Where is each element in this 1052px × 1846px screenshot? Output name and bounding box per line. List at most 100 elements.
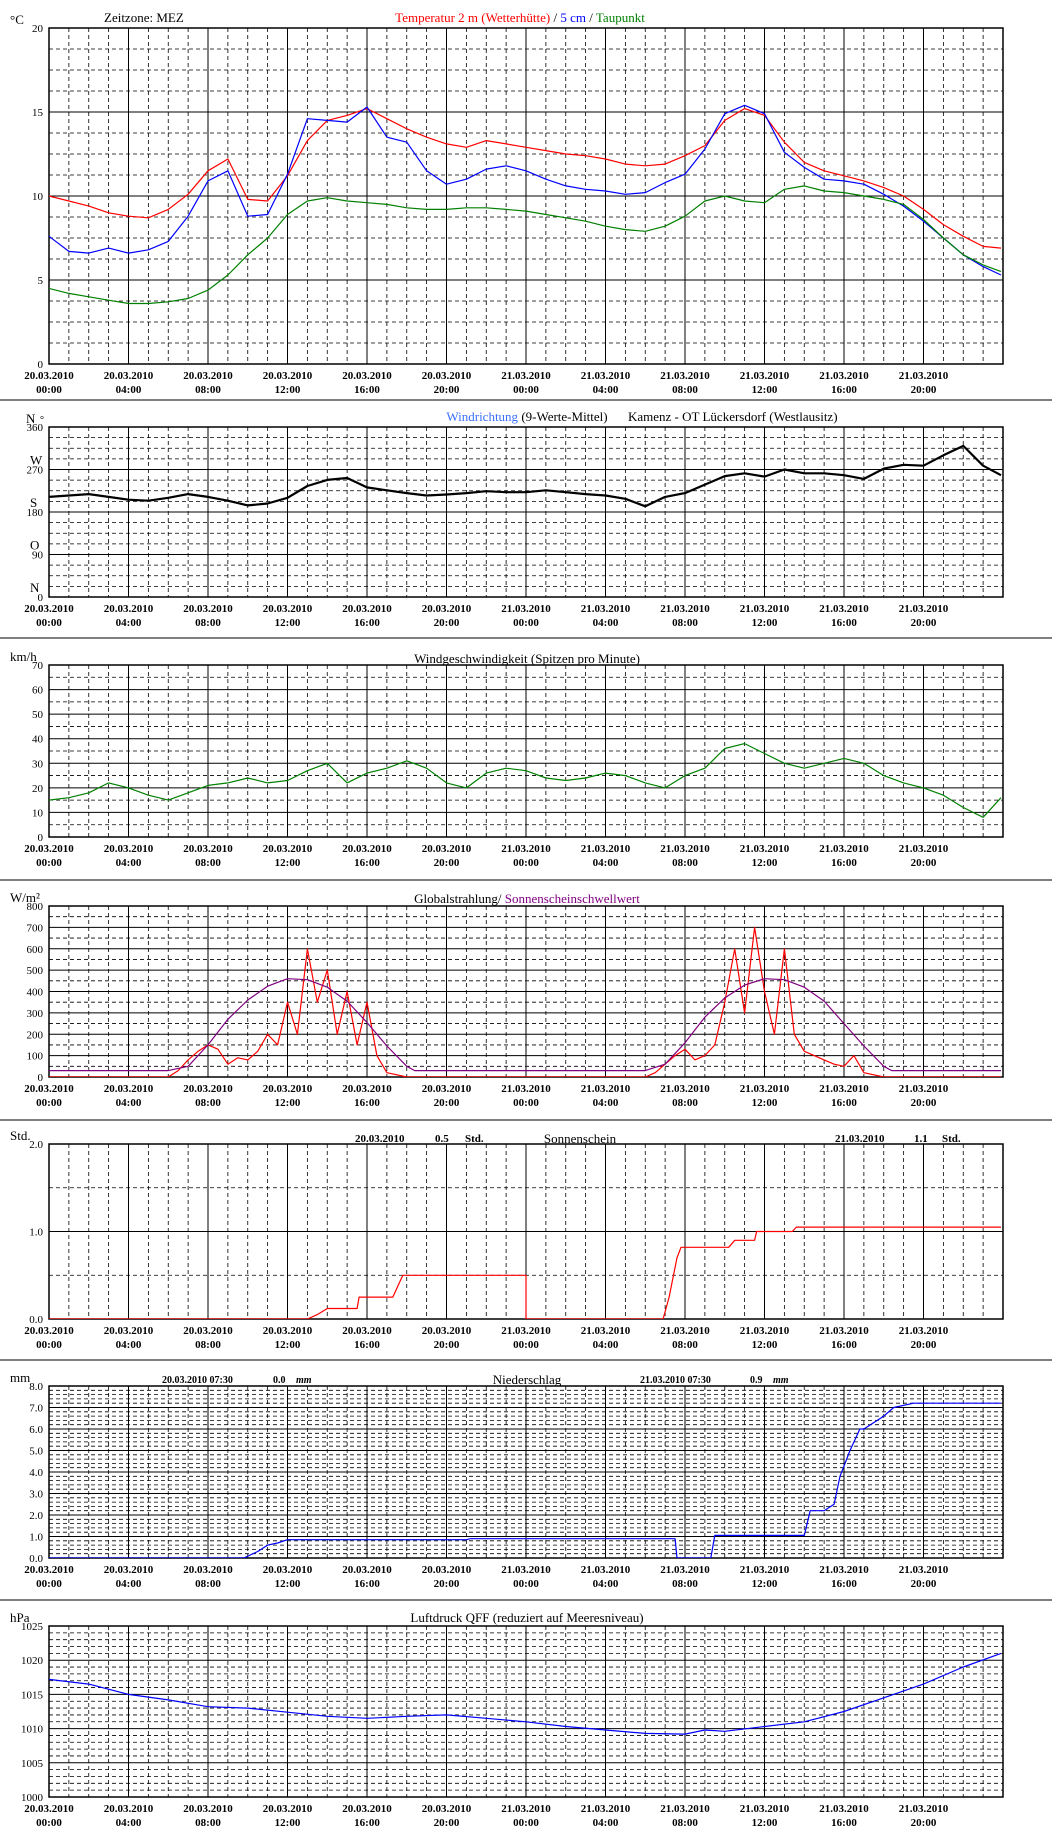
y-tick-label: 3.0 [29,1489,43,1501]
x-tick-date: 21.03.2010 [581,843,631,855]
x-tick-time: 08:00 [672,1097,698,1109]
y-tick-label: 400 [27,987,44,999]
chart-title-part: Temperatur 2 m (Wetterhütte) [395,10,550,25]
x-tick-date: 21.03.2010 [660,603,710,615]
x-tick-time: 00:00 [36,1097,62,1109]
y-tick-label: 2.0 [29,1510,43,1522]
x-tick-date: 20.03.2010 [422,603,472,615]
x-tick-time: 00:00 [513,857,539,869]
y-tick-label: 1015 [21,1689,44,1701]
daily-unit: mm [296,1375,312,1386]
x-tick-date: 21.03.2010 [899,370,949,382]
series-line-temperature-1 [49,104,1002,276]
x-tick-date: 20.03.2010 [263,1083,313,1095]
x-tick-date: 21.03.2010 [501,370,551,382]
y-tick-label: 180 [27,507,44,519]
y-tick-label: 20 [32,783,44,795]
y-tick-label: 800 [27,901,44,913]
x-tick-date: 20.03.2010 [24,603,74,615]
x-tick-date: 20.03.2010 [183,1803,233,1815]
y-tick-label: 20 [32,23,44,35]
y-tick-label: 30 [32,758,44,770]
x-tick-date: 21.03.2010 [819,1325,869,1337]
series-group [49,926,1001,1077]
y-tick-label: 50 [32,709,44,721]
y-tick-label: 90 [32,550,44,562]
x-tick-time: 00:00 [513,384,539,396]
series-group [49,742,1002,818]
x-tick-date: 20.03.2010 [183,1325,233,1337]
x-tick-date: 20.03.2010 [342,1564,392,1576]
plot-frame [48,664,1004,838]
x-tick-date: 20.03.2010 [422,1083,472,1095]
y-tick-label: 0.0 [29,1314,43,1326]
series-line-pressure-0 [49,1652,1002,1735]
x-tick-date: 20.03.2010 [104,1325,154,1337]
x-tick-date: 20.03.2010 [104,1083,154,1095]
x-tick-date: 21.03.2010 [501,1803,551,1815]
x-tick-time: 16:00 [354,617,380,629]
x-tick-date: 21.03.2010 [501,1564,551,1576]
x-tick-time: 04:00 [116,1339,142,1351]
y-tick-label: 7.0 [29,1403,43,1415]
daily-unit: Std. [942,1133,961,1145]
x-tick-time: 20:00 [911,1097,937,1109]
x-tick-time: 20:00 [911,857,937,869]
chart-title: Luftdruck QFF (reduziert auf Meeresnivea… [410,1610,643,1625]
x-tick-time: 00:00 [36,1339,62,1351]
x-tick-time: 12:00 [275,617,301,629]
y-tick-label: 40 [32,734,44,746]
y-tick-label: 0 [38,592,44,604]
x-tick-time: 04:00 [116,384,142,396]
x-tick-date: 21.03.2010 [660,370,710,382]
y-tick-label: 1000 [21,1792,44,1804]
x-tick-time: 16:00 [831,1097,857,1109]
x-tick-date: 20.03.2010 [24,1564,74,1576]
x-tick-date: 21.03.2010 [899,1564,949,1576]
x-tick-date: 20.03.2010 [24,843,74,855]
x-tick-date: 21.03.2010 [501,1325,551,1337]
x-tick-date: 21.03.2010 [660,1325,710,1337]
x-tick-date: 20.03.2010 [422,1325,472,1337]
x-tick-time: 00:00 [36,384,62,396]
series-line-radiation-1 [49,978,1001,1072]
x-tick-time: 20:00 [911,1817,937,1829]
y-tick-label: 0 [38,359,44,371]
y-tick-label: 1005 [21,1758,44,1770]
x-tick-time: 16:00 [831,1339,857,1351]
x-tick-time: 20:00 [434,1097,460,1109]
y-tick-label: 60 [32,685,44,697]
x-tick-time: 04:00 [116,1097,142,1109]
chart-title: Globalstrahlung/ Sonnenscheinschwellwert [414,891,640,906]
x-tick-date: 20.03.2010 [342,1083,392,1095]
x-tick-time: 12:00 [752,1578,778,1590]
x-tick-date: 21.03.2010 [581,1325,631,1337]
chart-title: Temperatur 2 m (Wetterhütte) / 5 cm / Ta… [395,10,645,25]
x-tick-date: 20.03.2010 [263,843,313,855]
x-tick-time: 04:00 [116,1817,142,1829]
unit-label: hPa [10,1610,30,1625]
x-tick-time: 04:00 [116,1578,142,1590]
x-tick-date: 21.03.2010 [660,1803,710,1815]
y-tick-label: 200 [27,1029,44,1041]
y-tick-label: 270 [27,465,44,477]
x-tick-time: 16:00 [354,1817,380,1829]
chart-title: Windgeschwindigkeit (Spitzen pro Minute) [414,651,640,666]
chart-title-part: 5 cm [560,10,586,25]
chart-title-part: Windgeschwindigkeit (Spitzen pro Minute) [414,651,640,666]
x-tick-date: 20.03.2010 [183,843,233,855]
series-line-windspeed-0 [49,742,1002,818]
y-tick-label: 1020 [21,1655,44,1667]
unit-marker: ° [40,415,44,426]
x-tick-date: 20.03.2010 [422,370,472,382]
x-tick-time: 04:00 [593,1578,619,1590]
y-tick-label: 4.0 [29,1467,43,1479]
x-tick-date: 20.03.2010 [24,1325,74,1337]
x-tick-date: 20.03.2010 [183,370,233,382]
compass-label: S [30,495,37,510]
x-tick-date: 21.03.2010 [899,1325,949,1337]
chart-title-part: Niederschlag [493,1372,562,1387]
